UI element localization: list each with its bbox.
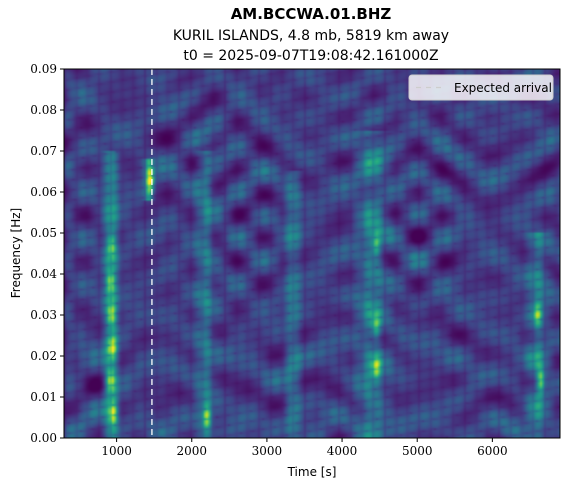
x-tick-label: 5000 bbox=[402, 444, 433, 458]
y-tick-label: 0.04 bbox=[30, 267, 57, 281]
x-tick-label: 4000 bbox=[327, 444, 358, 458]
y-tick-label: 0.06 bbox=[30, 185, 57, 199]
x-tick-label: 3000 bbox=[252, 444, 283, 458]
x-tick-label: 1000 bbox=[101, 444, 132, 458]
x-axis-ticks: 1000 2000 3000 4000 5000 6000 bbox=[101, 438, 508, 458]
chart-title: AM.BCCWA.01.BHZ bbox=[231, 5, 392, 23]
spectrogram-image bbox=[64, 69, 560, 438]
y-tick-label: 0.03 bbox=[30, 308, 57, 322]
chart-subtitle: KURIL ISLANDS, 4.8 mb, 5819 km away bbox=[173, 28, 449, 44]
y-tick-label: 0.05 bbox=[30, 226, 57, 240]
chart-subtitle-t0: t0 = 2025-09-07T19:08:42.161000Z bbox=[183, 48, 438, 64]
y-tick-label: 0.02 bbox=[30, 349, 57, 363]
plot-area bbox=[64, 69, 560, 438]
x-axis-label: Time [s] bbox=[287, 465, 337, 479]
y-tick-label: 0.07 bbox=[30, 144, 57, 158]
y-axis-ticks: 0.00 0.01 0.02 0.03 0.04 0.05 0.06 0.07 0.08 0.09 bbox=[30, 62, 64, 445]
y-tick-label: 0.09 bbox=[30, 62, 57, 76]
x-tick-label: 2000 bbox=[176, 444, 207, 458]
x-tick-label: 6000 bbox=[477, 444, 508, 458]
plot-frame bbox=[63, 68, 561, 439]
legend-box bbox=[408, 74, 554, 101]
y-axis-label: Frequency [Hz] bbox=[9, 208, 23, 299]
legend: Expected arrival bbox=[408, 74, 554, 101]
y-tick-label: 0.00 bbox=[30, 431, 57, 445]
legend-label: Expected arrival bbox=[454, 81, 552, 95]
y-tick-label: 0.01 bbox=[30, 390, 57, 404]
y-tick-label: 0.08 bbox=[30, 103, 57, 117]
